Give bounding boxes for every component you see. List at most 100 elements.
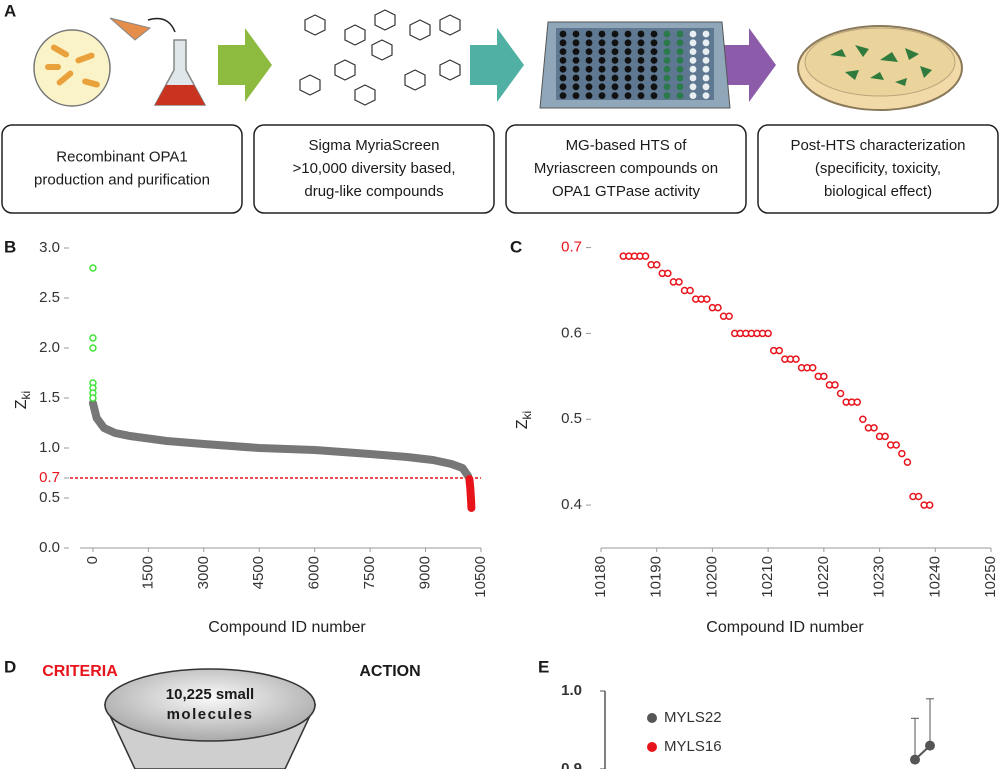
step-text: drug-like compounds <box>304 183 443 200</box>
well <box>624 83 632 91</box>
point <box>870 424 878 432</box>
well <box>637 92 645 99</box>
well <box>559 74 567 82</box>
panel-label: B <box>4 237 16 256</box>
well <box>598 48 606 55</box>
point <box>859 415 867 423</box>
legend-label: MYLS16 <box>664 738 722 755</box>
legend-marker <box>647 742 657 752</box>
y-tick-label: 3.0 <box>39 239 60 256</box>
well <box>572 30 580 38</box>
point <box>903 458 912 466</box>
well <box>611 48 619 55</box>
well <box>611 39 619 47</box>
y-axis-label: Zki <box>514 411 534 429</box>
y-axis-label: Zki <box>13 391 33 409</box>
well <box>624 39 632 47</box>
panel-label: E <box>538 657 549 676</box>
well <box>624 65 632 73</box>
well <box>702 39 710 47</box>
well <box>650 57 658 64</box>
point <box>914 492 923 501</box>
x-tick-label: 9000 <box>417 556 434 589</box>
connector <box>914 744 931 761</box>
well <box>624 30 632 38</box>
well <box>689 92 697 99</box>
well <box>572 92 580 99</box>
well <box>650 30 658 38</box>
point <box>925 501 934 509</box>
point <box>898 449 906 458</box>
well <box>650 83 658 91</box>
well <box>572 83 580 91</box>
well <box>572 65 580 73</box>
well <box>676 74 684 82</box>
well <box>702 65 710 73</box>
point <box>714 303 722 312</box>
well <box>585 83 593 91</box>
panel-label: D <box>4 657 16 676</box>
well <box>611 83 619 91</box>
x-tick-label: 0 <box>84 556 101 564</box>
well <box>559 30 567 38</box>
well <box>559 48 567 55</box>
panel-label: A <box>4 1 16 20</box>
well <box>702 83 710 91</box>
well <box>663 92 671 99</box>
point <box>89 334 97 342</box>
well <box>637 30 645 38</box>
well <box>676 83 684 91</box>
point <box>703 295 711 303</box>
point <box>664 269 672 278</box>
point <box>686 286 694 295</box>
point <box>89 394 97 402</box>
step-text: OPA1 GTPase activity <box>552 183 701 200</box>
x-tick-label: 10190 <box>648 556 665 598</box>
y-tick-label: 2.0 <box>39 339 60 356</box>
well <box>702 92 710 99</box>
well <box>702 74 710 82</box>
y-tick-label: 0.0 <box>39 539 60 556</box>
well <box>611 57 619 64</box>
x-tick-label: 10230 <box>871 556 888 598</box>
well <box>663 57 671 64</box>
well <box>650 48 658 55</box>
point <box>831 381 839 389</box>
well <box>637 83 645 91</box>
y-tick-label: 1.0 <box>561 682 582 699</box>
x-tick-label: 10250 <box>982 556 999 598</box>
criteria-label: CRITERIA <box>42 663 118 680</box>
x-tick-label: 10240 <box>926 556 943 598</box>
step-text: production and purification <box>34 171 210 188</box>
y-tick-label: 1.0 <box>39 439 60 456</box>
legend-label: MYLS22 <box>664 709 722 726</box>
well <box>598 65 606 73</box>
point <box>675 278 683 286</box>
point <box>792 355 800 363</box>
well <box>611 65 619 73</box>
curve <box>88 399 473 480</box>
point <box>853 398 862 406</box>
well <box>676 57 684 64</box>
well <box>585 65 593 73</box>
well <box>689 57 697 64</box>
well <box>559 39 567 47</box>
step-text: Myriascreen compounds on <box>534 160 718 177</box>
well <box>572 74 580 82</box>
well <box>611 30 619 38</box>
x-tick-label: 6000 <box>306 556 323 589</box>
well <box>585 74 593 82</box>
step-text: biological effect) <box>824 183 932 200</box>
well <box>598 39 606 47</box>
point <box>775 346 784 355</box>
point <box>892 441 901 449</box>
curve <box>465 475 476 512</box>
well <box>559 57 567 64</box>
step-text: MG-based HTS of <box>566 137 688 154</box>
well <box>689 74 697 82</box>
point <box>641 252 650 260</box>
funnel-text: molecules <box>167 706 254 723</box>
well <box>559 92 567 99</box>
action-label: ACTION <box>359 663 420 680</box>
point <box>652 261 661 269</box>
